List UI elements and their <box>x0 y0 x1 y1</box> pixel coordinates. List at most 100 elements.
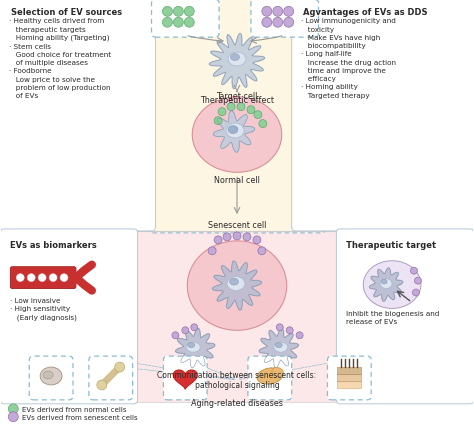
Circle shape <box>214 117 222 125</box>
FancyBboxPatch shape <box>292 0 474 231</box>
FancyBboxPatch shape <box>0 0 155 231</box>
Circle shape <box>27 274 35 282</box>
Circle shape <box>184 7 194 17</box>
Ellipse shape <box>227 277 245 291</box>
Ellipse shape <box>186 343 200 352</box>
Circle shape <box>253 237 261 244</box>
Ellipse shape <box>363 261 421 309</box>
Text: Senescent cell: Senescent cell <box>208 220 266 230</box>
Ellipse shape <box>40 367 62 385</box>
Ellipse shape <box>257 368 283 384</box>
Circle shape <box>191 324 198 331</box>
Circle shape <box>247 106 255 114</box>
Circle shape <box>410 268 418 275</box>
Text: Aging-related diseases: Aging-related diseases <box>191 398 283 407</box>
Circle shape <box>262 18 272 28</box>
FancyBboxPatch shape <box>1 231 473 402</box>
FancyBboxPatch shape <box>337 230 474 404</box>
Text: · Healthy cells drived from
   therapeutic targets
   Homing ability (Targeting): · Healthy cells drived from therapeutic … <box>9 18 111 99</box>
FancyBboxPatch shape <box>164 356 207 400</box>
Circle shape <box>214 237 222 244</box>
Ellipse shape <box>229 279 238 286</box>
Ellipse shape <box>188 343 195 348</box>
Circle shape <box>38 274 46 282</box>
Circle shape <box>182 327 189 334</box>
Text: Inhibit the biogenesis and
release of EVs: Inhibit the biogenesis and release of EV… <box>346 311 440 325</box>
Ellipse shape <box>187 241 287 331</box>
FancyBboxPatch shape <box>248 356 292 400</box>
Circle shape <box>254 111 262 120</box>
Circle shape <box>273 7 283 17</box>
Circle shape <box>286 327 293 334</box>
Polygon shape <box>212 261 262 311</box>
FancyBboxPatch shape <box>89 356 133 400</box>
FancyBboxPatch shape <box>337 381 361 388</box>
Ellipse shape <box>228 53 246 67</box>
Circle shape <box>414 278 421 284</box>
Circle shape <box>16 274 24 282</box>
Circle shape <box>237 103 245 111</box>
Circle shape <box>60 274 68 282</box>
Circle shape <box>172 332 179 339</box>
Polygon shape <box>175 329 215 368</box>
Circle shape <box>262 7 272 17</box>
Polygon shape <box>369 268 403 302</box>
FancyBboxPatch shape <box>0 230 137 404</box>
FancyBboxPatch shape <box>1 1 473 231</box>
Polygon shape <box>173 370 197 389</box>
Polygon shape <box>259 329 299 368</box>
Text: Therapeutic effect: Therapeutic effect <box>200 95 274 105</box>
Text: · Low immunogenicity and
   toxicity
   Make EVs have high
   biocompatibility
·: · Low immunogenicity and toxicity Make E… <box>301 18 396 98</box>
Circle shape <box>233 233 241 240</box>
Circle shape <box>9 412 18 422</box>
Circle shape <box>97 380 107 390</box>
Text: Therapeutic target: Therapeutic target <box>346 240 437 249</box>
Circle shape <box>163 18 173 28</box>
Text: Communication between senescent cells:
pathological signaling: Communication between senescent cells: p… <box>157 370 317 389</box>
Text: Target cell: Target cell <box>216 92 258 101</box>
Ellipse shape <box>272 367 283 377</box>
Circle shape <box>284 7 294 17</box>
Text: EVs derived from normal cells: EVs derived from normal cells <box>22 406 127 412</box>
Circle shape <box>218 109 226 117</box>
Text: Selection of EV sources: Selection of EV sources <box>11 8 122 18</box>
Circle shape <box>184 18 194 28</box>
Text: · Low invasive
· High sensitivity
   (Early diagnosis): · Low invasive · High sensitivity (Early… <box>10 298 77 320</box>
Text: Normal cell: Normal cell <box>214 176 260 185</box>
Polygon shape <box>213 112 255 153</box>
Ellipse shape <box>228 126 238 134</box>
Circle shape <box>173 7 183 17</box>
FancyBboxPatch shape <box>337 367 361 374</box>
FancyBboxPatch shape <box>337 374 361 381</box>
Circle shape <box>259 120 267 128</box>
Ellipse shape <box>192 98 282 173</box>
Circle shape <box>243 233 251 241</box>
Ellipse shape <box>230 54 239 61</box>
Circle shape <box>412 290 419 297</box>
Circle shape <box>163 7 173 17</box>
FancyBboxPatch shape <box>29 356 73 400</box>
Circle shape <box>258 247 266 255</box>
Text: EVs derived from senescent cells: EVs derived from senescent cells <box>22 414 138 420</box>
Circle shape <box>115 362 125 372</box>
Circle shape <box>173 18 183 28</box>
FancyBboxPatch shape <box>251 0 319 38</box>
FancyBboxPatch shape <box>328 356 371 400</box>
Text: Agvantages of EVs as DDS: Agvantages of EVs as DDS <box>302 8 427 18</box>
Ellipse shape <box>380 279 392 289</box>
Circle shape <box>223 233 231 241</box>
Circle shape <box>276 324 283 331</box>
Circle shape <box>49 274 57 282</box>
Ellipse shape <box>43 371 53 379</box>
FancyBboxPatch shape <box>152 0 219 38</box>
Ellipse shape <box>381 279 387 284</box>
Circle shape <box>284 18 294 28</box>
Circle shape <box>9 404 18 414</box>
Circle shape <box>273 18 283 28</box>
FancyBboxPatch shape <box>10 267 76 289</box>
Ellipse shape <box>226 124 244 139</box>
Text: EVs as biomarkers: EVs as biomarkers <box>10 240 97 249</box>
Polygon shape <box>210 34 264 89</box>
Ellipse shape <box>275 343 282 348</box>
Circle shape <box>227 103 235 111</box>
